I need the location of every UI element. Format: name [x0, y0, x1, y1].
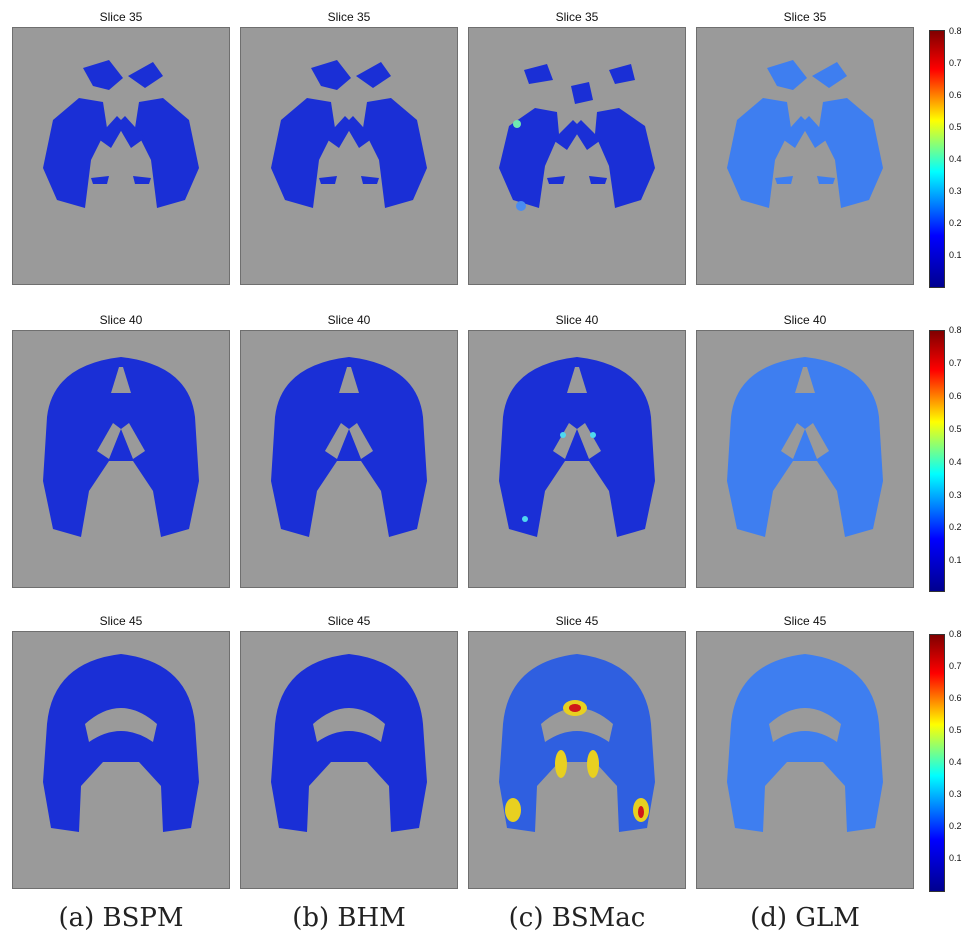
colorbar-tick: 0.5 [949, 424, 962, 434]
slice-title: Slice 35 [99, 10, 143, 24]
colorbar-tick: 0.2 [949, 522, 962, 532]
caption-bspm: (a) BSPM [58, 903, 184, 933]
colorbar-tick: 0.5 [949, 122, 962, 132]
brain-map-bhm-slice45 [240, 631, 458, 889]
brain-map-bhm-slice40 [240, 330, 458, 588]
colorbar-row3 [929, 634, 945, 892]
slice-title: Slice 35 [783, 10, 827, 24]
slice-title: Slice 40 [99, 313, 143, 327]
slice-title: Slice 40 [327, 313, 371, 327]
brain-map-bhm-slice35 [240, 27, 458, 285]
colorbar-tick: 0.4 [949, 154, 962, 164]
brain-map-bspm-slice35 [12, 27, 230, 285]
colorbar-tick: 0.3 [949, 186, 962, 196]
colorbar-tick: 0.3 [949, 789, 962, 799]
brain-map-bsmac-slice35 [468, 27, 686, 285]
brain-map-bsmac-slice40 [468, 330, 686, 588]
colorbar-tick: 0.5 [949, 725, 962, 735]
colorbar-tick: 0.1 [949, 250, 962, 260]
colorbar-tick: 0.6 [949, 90, 962, 100]
caption-bhm: (b) BHM [292, 903, 406, 933]
slice-title: Slice 40 [555, 313, 599, 327]
colorbar-row1 [929, 30, 945, 288]
colorbar-tick: 0.3 [949, 490, 962, 500]
caption-glm: (d) GLM [750, 903, 860, 933]
slice-title: Slice 35 [327, 10, 371, 24]
colorbar-tick: 0.1 [949, 853, 962, 863]
colorbar-tick: 0.6 [949, 391, 962, 401]
slice-title: Slice 35 [555, 10, 599, 24]
colorbar-tick: 0.7 [949, 358, 962, 368]
colorbar-tick: 0.2 [949, 821, 962, 831]
brain-map-bspm-slice40 [12, 330, 230, 588]
colorbar-tick: 0.4 [949, 457, 962, 467]
brain-map-glm-slice35 [696, 27, 914, 285]
caption-bsmac: (c) BSMac [508, 903, 646, 933]
colorbar-tick: 0.4 [949, 757, 962, 767]
slice-title: Slice 45 [99, 614, 143, 628]
colorbar-row2 [929, 330, 945, 592]
colorbar-tick: 0.8 [949, 325, 962, 335]
slice-title: Slice 45 [555, 614, 599, 628]
slice-title: Slice 45 [783, 614, 827, 628]
colorbar-tick: 0.2 [949, 218, 962, 228]
colorbar-tick: 0.8 [949, 629, 962, 639]
colorbar-tick: 0.8 [949, 26, 962, 36]
slice-title: Slice 40 [783, 313, 827, 327]
slice-title: Slice 45 [327, 614, 371, 628]
colorbar-tick: 0.7 [949, 58, 962, 68]
brain-map-glm-slice45 [696, 631, 914, 889]
brain-map-bsmac-slice45 [468, 631, 686, 889]
brain-map-bspm-slice45 [12, 631, 230, 889]
colorbar-tick: 0.6 [949, 693, 962, 703]
colorbar-tick: 0.7 [949, 661, 962, 671]
colorbar-tick: 0.1 [949, 555, 962, 565]
brain-map-glm-slice40 [696, 330, 914, 588]
